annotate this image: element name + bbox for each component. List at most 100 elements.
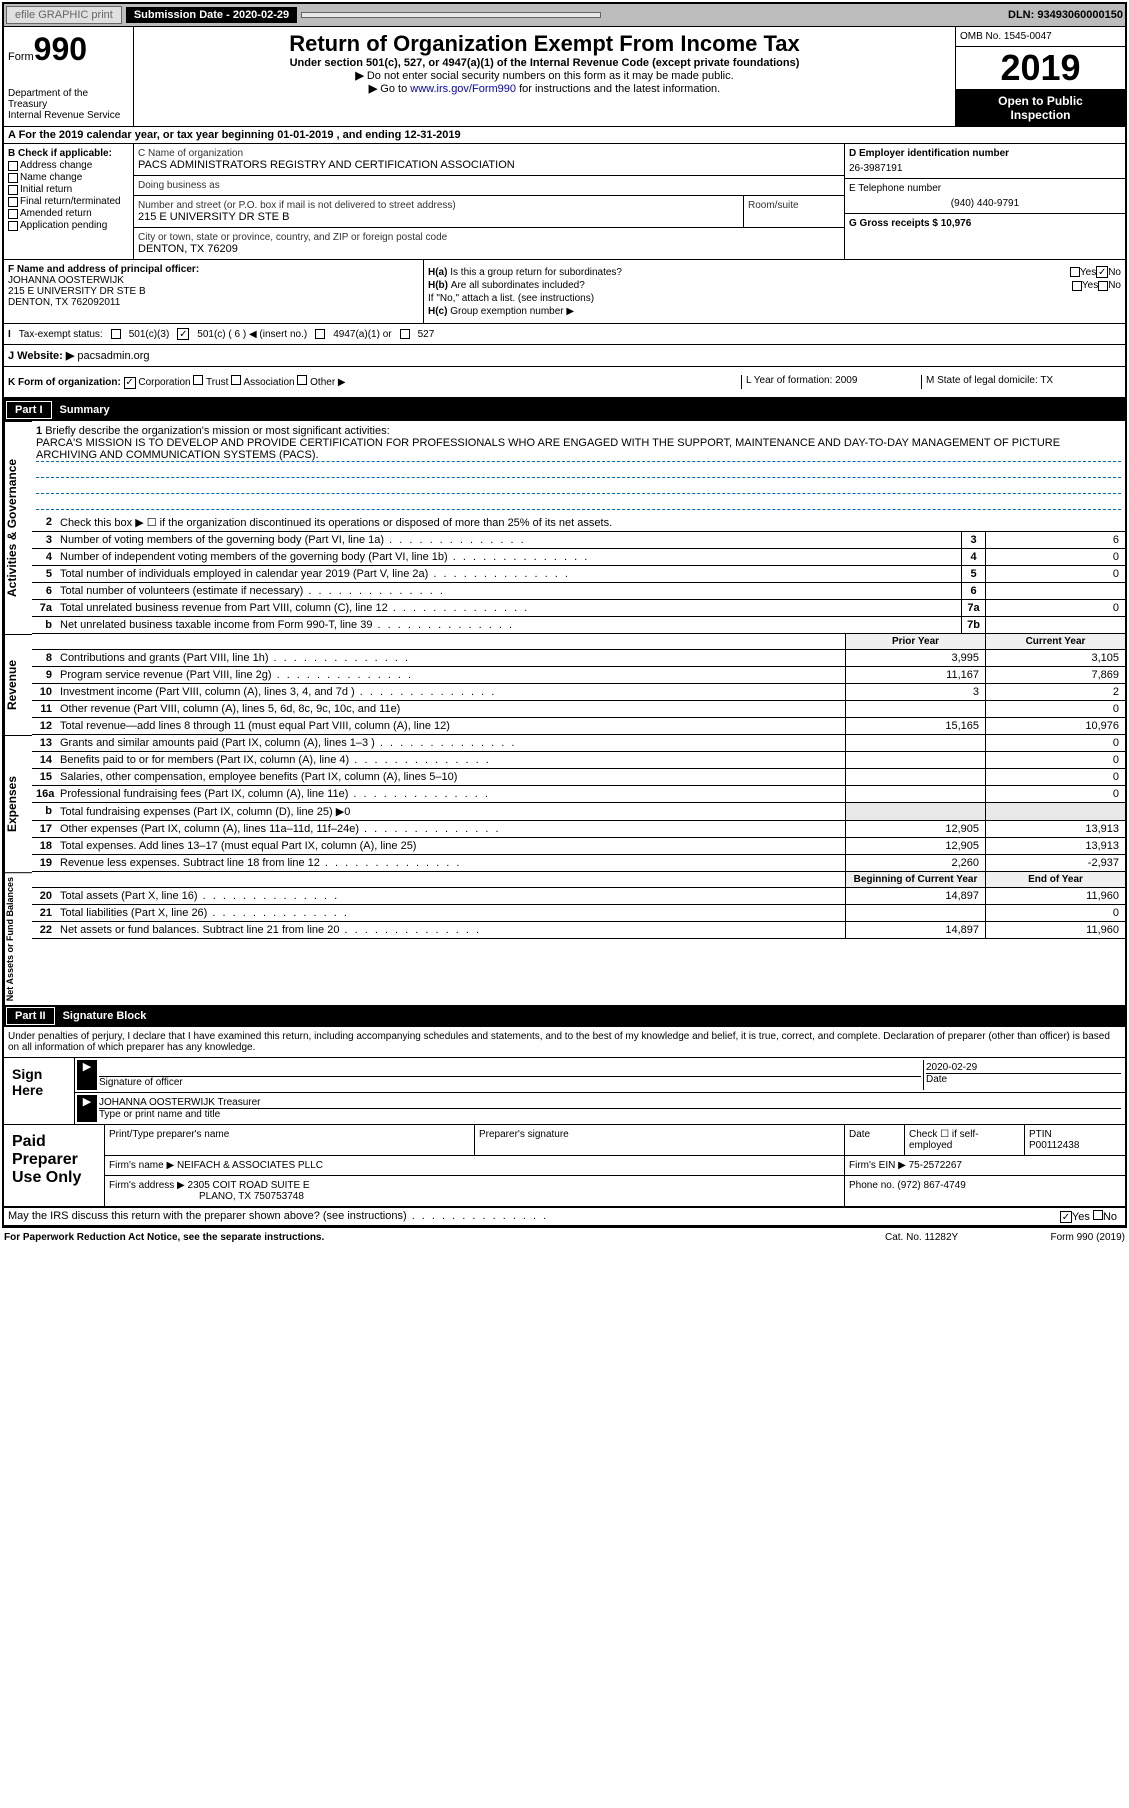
- hdr-curr: Current Year: [985, 634, 1125, 649]
- checkbox-checked[interactable]: ✓: [1060, 1211, 1072, 1223]
- efile-button[interactable]: efile GRAPHIC print: [6, 6, 122, 24]
- line-14: Benefits paid to or for members (Part IX…: [56, 752, 845, 768]
- line-10: Investment income (Part VIII, column (A)…: [56, 684, 845, 700]
- hdr-end: End of Year: [985, 872, 1125, 887]
- checkbox[interactable]: [297, 375, 307, 385]
- line-2: Check this box ▶ ☐ if the organization d…: [56, 514, 1125, 531]
- checkbox[interactable]: [111, 329, 121, 339]
- l14c: 0: [985, 752, 1125, 768]
- city-label: City or town, state or province, country…: [138, 232, 840, 243]
- l13p: [845, 735, 985, 751]
- k-assn: Association: [243, 377, 294, 388]
- side-netassets: Net Assets or Fund Balances: [4, 872, 32, 1005]
- checkbox[interactable]: [1093, 1210, 1103, 1220]
- line-19: Revenue less expenses. Subtract line 18 …: [56, 855, 845, 871]
- l18p: 12,905: [845, 838, 985, 854]
- l12c: 10,976: [985, 718, 1125, 734]
- line-5: Total number of individuals employed in …: [56, 566, 961, 582]
- 501c: 501(c) ( 6 ) ◀ (insert no.): [197, 329, 307, 340]
- line-18: Total expenses. Add lines 13–17 (must eq…: [56, 838, 845, 854]
- l9p: 11,167: [845, 667, 985, 683]
- l20p: 14,897: [845, 888, 985, 904]
- prep-name-hdr: Print/Type preparer's name: [105, 1125, 475, 1155]
- line-5-val: 0: [985, 566, 1125, 582]
- checkbox[interactable]: [8, 161, 18, 171]
- side-activities: Activities & Governance: [4, 421, 32, 634]
- city-value: DENTON, TX 76209: [138, 243, 840, 255]
- sign-date: 2020-02-29: [926, 1062, 977, 1073]
- line-7b: Net unrelated business taxable income fr…: [56, 617, 961, 633]
- line-16a: Professional fundraising fees (Part IX, …: [56, 786, 845, 802]
- checkbox[interactable]: [8, 185, 18, 195]
- hb-label: Are all subordinates included?: [451, 280, 1072, 291]
- line-3-val: 6: [985, 532, 1125, 548]
- checkbox-checked[interactable]: ✓: [177, 328, 189, 340]
- addr-value: 215 E UNIVERSITY DR STE B: [138, 211, 739, 223]
- irs-link[interactable]: www.irs.gov/Form990: [410, 83, 516, 95]
- line-7b-val: [985, 617, 1125, 633]
- instruction-2-pre: Go to: [380, 83, 410, 95]
- l11p: [845, 701, 985, 717]
- dept-treasury: Department of the TreasuryInternal Reven…: [8, 88, 129, 121]
- checkbox[interactable]: [315, 329, 325, 339]
- ha-label: Is this a group return for subordinates?: [450, 267, 1070, 278]
- l17c: 13,913: [985, 821, 1125, 837]
- checkbox[interactable]: [1098, 281, 1108, 291]
- firm-addr-label: Firm's address ▶: [109, 1180, 185, 1191]
- checkbox[interactable]: [8, 173, 18, 183]
- chk-pending: Application pending: [20, 220, 107, 231]
- checkbox[interactable]: [8, 197, 18, 207]
- l8c: 3,105: [985, 650, 1125, 666]
- checkbox[interactable]: [1070, 267, 1080, 277]
- prep-sig-hdr: Preparer's signature: [475, 1125, 845, 1155]
- checkbox[interactable]: [8, 209, 18, 219]
- l21c: 0: [985, 905, 1125, 921]
- topbar: efile GRAPHIC print Submission Date - 20…: [4, 4, 1125, 27]
- l17p: 12,905: [845, 821, 985, 837]
- ein-label: D Employer identification number: [849, 148, 1121, 159]
- checkbox-checked[interactable]: ✓: [1096, 266, 1108, 278]
- footer-paperwork: For Paperwork Reduction Act Notice, see …: [4, 1232, 885, 1243]
- k-trust: Trust: [206, 377, 228, 388]
- l19p: 2,260: [845, 855, 985, 871]
- k-corp: Corporation: [138, 377, 190, 388]
- col-b-title: B Check if applicable:: [8, 148, 129, 159]
- k-other: Other ▶: [310, 377, 345, 388]
- l12p: 15,165: [845, 718, 985, 734]
- 501c3: 501(c)(3): [129, 329, 170, 340]
- checkbox[interactable]: [400, 329, 410, 339]
- l10p: 3: [845, 684, 985, 700]
- part2-title: Signature Block: [55, 1010, 147, 1022]
- l16bc: [985, 803, 1125, 820]
- ha: H(a): [428, 267, 447, 278]
- gross-receipts: G Gross receipts $ 10,976: [845, 214, 1125, 233]
- website-value: pacsadmin.org: [77, 350, 149, 362]
- firm-ein-label: Firm's EIN ▶: [849, 1160, 906, 1171]
- checkbox[interactable]: [8, 221, 18, 231]
- chk-addr-change: Address change: [20, 160, 92, 171]
- officer-name: JOHANNA OOSTERWIJK: [8, 275, 419, 286]
- line-13: Grants and similar amounts paid (Part IX…: [56, 735, 845, 751]
- year-formation: L Year of formation: 2009: [741, 375, 921, 389]
- tax-year: 2019: [956, 47, 1125, 90]
- hc: H(c): [428, 306, 447, 317]
- l9c: 7,869: [985, 667, 1125, 683]
- l14p: [845, 752, 985, 768]
- section-a: A For the 2019 calendar year, or tax yea…: [4, 127, 1125, 144]
- checkbox[interactable]: [193, 375, 203, 385]
- checkbox[interactable]: [1072, 281, 1082, 291]
- checkbox-checked[interactable]: ✓: [124, 377, 136, 389]
- mission-text: PARCA'S MISSION IS TO DEVELOP AND PROVID…: [36, 437, 1121, 462]
- tax-status-label: Tax-exempt status:: [19, 329, 103, 340]
- chk-initial: Initial return: [20, 184, 72, 195]
- hdr-prior: Prior Year: [845, 634, 985, 649]
- room-label: Room/suite: [748, 200, 840, 211]
- k-label: K Form of organization:: [8, 377, 121, 388]
- checkbox[interactable]: [231, 375, 241, 385]
- phone-label: Phone no.: [849, 1180, 895, 1191]
- line-3: Number of voting members of the governin…: [56, 532, 961, 548]
- prep-selfemp: Check ☐ if self-employed: [905, 1125, 1025, 1155]
- chk-amended: Amended return: [20, 208, 92, 219]
- part2-num: Part II: [6, 1007, 55, 1025]
- hb: H(b): [428, 280, 448, 291]
